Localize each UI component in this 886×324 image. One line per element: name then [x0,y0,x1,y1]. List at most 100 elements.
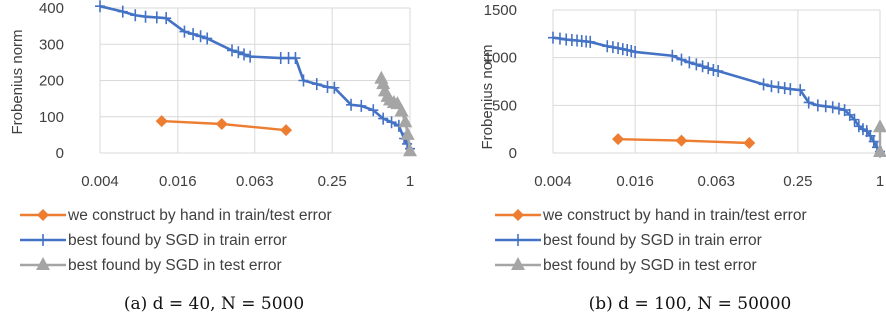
legend-marker-sgd-train [38,234,48,246]
legend-entry-sgd-train: best found by SGD in train error [20,232,287,249]
data-point-sgd-train [585,35,596,48]
x-tick-label: 0.063 [236,173,274,190]
data-point-sgd-train [785,83,796,96]
legend-entry-sgd-test: best found by SGD in test error [495,257,757,274]
series-sgd-test [374,70,417,157]
data-point-hand [743,136,756,149]
series-hand [612,133,756,149]
data-point-sgd-train [812,99,823,112]
data-point-sgd-train [703,62,714,75]
data-point-sgd-train [356,99,367,112]
data-point-sgd-train [140,10,151,23]
data-point-sgd-train [554,32,565,45]
series-hand [155,115,293,137]
legend-label-sgd-train: best found by SGD in train error [68,232,287,249]
data-point-sgd-train [758,78,769,91]
y-tick-label: 1500 [484,2,517,19]
y-tick-label: 400 [39,0,64,17]
data-point-sgd-train [245,50,256,63]
y-axis-label-a: Frobenius norm [9,29,26,134]
data-point-sgd-train [713,65,724,78]
data-point-sgd-test [398,114,413,128]
x-tick-label: 0.004 [534,173,572,190]
data-point-sgd-train [630,45,641,58]
data-point-sgd-train [329,81,340,94]
data-point-sgd-train [195,30,206,43]
data-point-sgd-train [130,9,141,22]
data-point-sgd-train [368,104,379,117]
caption-a: (a) d = 40, N = 5000 [124,294,304,314]
x-tick-label: 0.004 [81,173,119,190]
data-point-sgd-train [188,28,199,41]
data-point-sgd-train [346,98,357,111]
series-layer-a [95,0,417,157]
data-point-sgd-train [849,113,860,126]
data-point-sgd-train [827,101,838,114]
series-sgd-test [873,119,886,158]
data-point-sgd-train [117,5,128,18]
series-sgd-train [95,0,415,155]
data-point-sgd-train [613,42,624,55]
caption-b: (b) d = 100, N = 50000 [589,294,792,314]
chart-panel-a: 0 100 200 300 400 0.004 0.016 0.063 0.25 1 Frobe… [9,0,417,314]
data-point-sgd-train [839,104,850,117]
x-tick-label: 0.016 [616,173,654,190]
legend-b: we construct by hand in train/test error… [495,207,807,274]
data-point-sgd-train [697,60,708,73]
x-ticks-a: 0.004 0.016 0.063 0.25 1 [81,173,414,190]
data-point-sgd-train [298,74,309,87]
data-point-sgd-train [378,112,389,125]
series-sgd-train [548,31,885,158]
data-point-hand [675,134,688,147]
data-point-sgd-train [803,96,814,109]
legend-marker-hand [512,209,524,221]
series-layer-b [548,31,886,158]
y-tick-label: 0 [509,145,517,162]
y-ticks-b: 0 500 1000 1500 [484,2,517,162]
data-point-sgd-train [227,44,238,57]
y-tick-label: 300 [39,36,64,53]
legend-label-sgd-train: best found by SGD in train error [543,232,762,249]
legend-marker-sgd-test [36,257,50,270]
data-point-sgd-train [684,56,695,69]
data-point-sgd-train [795,84,806,97]
legend-entry-sgd-train: best found by SGD in train error [495,232,762,249]
y-tick-label: 500 [492,97,517,114]
data-point-sgd-train [820,100,831,113]
data-point-hand [612,133,625,146]
legend-label-hand: we construct by hand in train/test error [67,207,332,224]
data-point-sgd-train [179,25,190,38]
x-ticks-b: 0.004 0.016 0.063 0.25 1 [534,173,884,190]
data-point-sgd-train [311,78,322,91]
data-point-sgd-train [233,46,244,59]
y-ticks-a: 0 100 200 300 400 [39,0,64,162]
legend-label-sgd-test: best found by SGD in test error [68,257,282,274]
data-point-hand [215,118,228,130]
legend-entry-hand: we construct by hand in train/test error [495,207,807,224]
x-tick-label: 0.063 [697,173,735,190]
y-tick-label: 0 [56,145,64,162]
legend-marker-sgd-train [513,234,523,246]
data-point-sgd-train [779,82,790,95]
gridlines-b [552,9,881,154]
data-point-sgd-test [873,144,886,158]
data-point-sgd-train [607,41,618,54]
data-point-sgd-train [239,48,250,61]
data-point-sgd-train [602,40,613,53]
x-tick-label: 0.25 [318,173,347,190]
chart-panel-b: 0 500 1000 1500 0.004 0.016 0.063 0.25 1 Froben… [479,2,886,314]
legend-label-sgd-test: best found by SGD in test error [543,257,757,274]
data-point-sgd-test [394,103,409,117]
data-point-sgd-train [667,49,678,62]
data-point-sgd-test [400,126,415,140]
legend-marker-sgd-test [511,257,525,270]
data-point-sgd-test [403,143,417,157]
data-point-sgd-train [290,52,301,65]
data-point-sgd-train [676,53,687,66]
data-point-sgd-train [95,0,105,13]
data-point-sgd-train [617,43,628,56]
gridlines-a [99,7,411,154]
data-point-hand [155,115,168,128]
y-tick-label: 200 [39,73,64,90]
